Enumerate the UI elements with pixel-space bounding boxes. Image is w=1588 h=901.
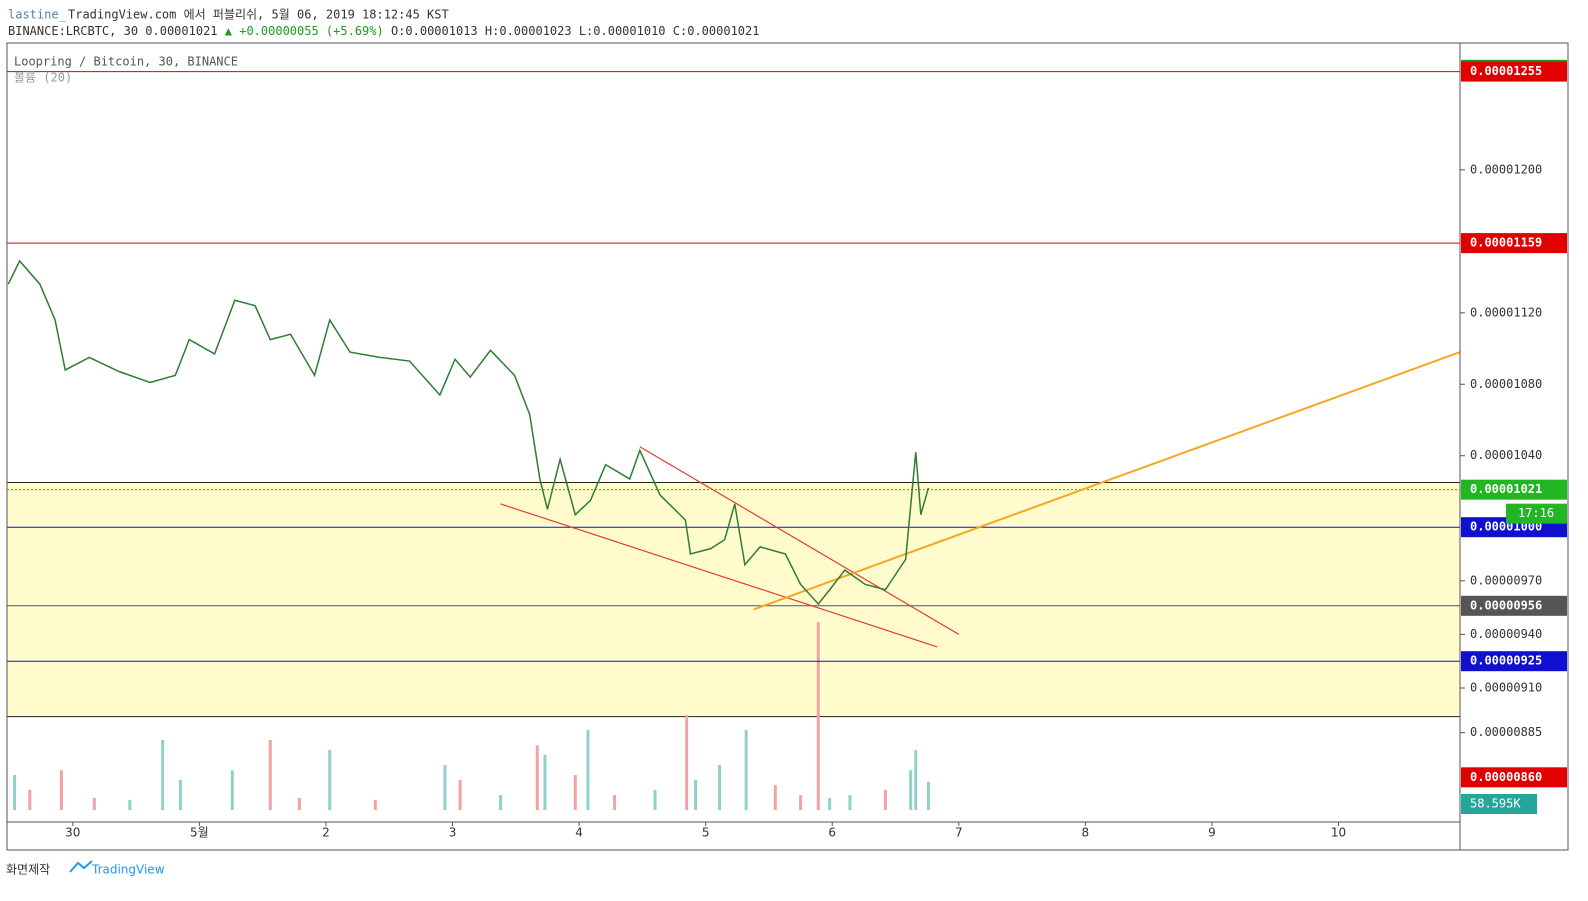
y-tick-label: 0.00001120: [1470, 305, 1542, 319]
volume-bar: [694, 779, 698, 810]
volume-bar: [161, 740, 165, 810]
y-tick-label: 0.00000910: [1470, 680, 1542, 694]
volume-bar: [909, 770, 913, 810]
frame: [6, 42, 1569, 851]
volume-bar: [59, 770, 63, 810]
volume-bar: [586, 729, 590, 810]
volume-bar: [297, 798, 301, 810]
volume-bar: [128, 799, 132, 810]
y-tick-label: 0.00000885: [1470, 725, 1542, 739]
volume-bar: [773, 785, 777, 810]
price-line: [7, 259, 930, 606]
volume-bar: [828, 798, 832, 810]
y-tick-label: 0.00001080: [1470, 377, 1542, 391]
volume-bar: [926, 781, 930, 810]
trendline: [753, 351, 1461, 611]
symbol-line: BINANCE:LRCBTC, 30 0.00001021 ▲ +0.00000…: [8, 24, 759, 38]
level-label: 0.00001255: [1470, 64, 1542, 78]
y-tick-label: 0.00001040: [1470, 448, 1542, 462]
countdown-badge: [1506, 503, 1567, 524]
author: lastine_: [8, 8, 67, 22]
volume-bar: [28, 789, 32, 810]
logo: [69, 860, 93, 873]
x-tick-label: 5: [702, 826, 710, 840]
volume-bar: [535, 745, 539, 810]
level-badge: [1461, 595, 1567, 616]
volume-bar: [685, 715, 689, 810]
published: TradingView.com 에서 퍼블리쉬, 5월 06, 2019 18:…: [68, 8, 449, 22]
low: L:0.00001010: [579, 24, 666, 38]
level-badge: [1461, 767, 1567, 788]
last: 0.00001021: [145, 24, 217, 38]
trendline: [500, 503, 938, 648]
level-label: 0.00000956: [1470, 598, 1542, 612]
footer-brand: TradingView: [91, 863, 165, 877]
volume-bar: [744, 729, 748, 810]
volume-bar: [458, 779, 462, 810]
volume-label: 58.595K: [1470, 797, 1521, 811]
volume-bar: [443, 764, 447, 810]
level-label: 0.00000925: [1470, 654, 1542, 668]
volume-bar: [499, 795, 503, 810]
x-tick-label: 10: [1331, 826, 1346, 840]
volume-bar: [799, 795, 803, 810]
x-tick-label: 9: [1208, 826, 1216, 840]
x-tick-label: 5월: [190, 826, 209, 840]
pane-title: Loopring / Bitcoin, 30, BINANCE: [14, 55, 238, 69]
x-tick-label: 30: [65, 826, 80, 840]
footer-caption: 화면제작: [6, 863, 50, 877]
volume-bar: [883, 789, 887, 810]
level-label: 0.00001159: [1470, 236, 1542, 250]
level-badge: [1461, 651, 1567, 672]
volume-bar: [613, 795, 617, 810]
close: C:0.00001021: [673, 24, 760, 38]
x-tick-label: 2: [322, 826, 330, 840]
countdown: 17:16: [1518, 506, 1554, 520]
volume-bar: [543, 754, 547, 810]
y-tick-label: 0.00001200: [1470, 162, 1542, 176]
volume-bar: [178, 779, 182, 810]
x-tick-label: 8: [1082, 826, 1090, 840]
x-tick-label: 6: [828, 826, 836, 840]
volume-bar: [914, 750, 918, 810]
symbol: BINANCE:LRCBTC, 30: [8, 24, 138, 38]
level-badge: [1461, 479, 1567, 500]
volume-bar: [718, 764, 722, 810]
x-tick-label: 4: [575, 826, 583, 840]
volume-bar: [573, 775, 577, 810]
volume-bar: [13, 775, 17, 810]
trendline: [639, 446, 960, 635]
volume-bar: [230, 770, 234, 810]
volume-bar: [328, 750, 332, 810]
change: ▲ +0.00000055 (+5.69%): [225, 24, 384, 38]
high: H:0.00001023: [485, 24, 572, 38]
x-tick-label: 3: [449, 826, 457, 840]
volume-title: 볼륨 (20): [14, 71, 72, 85]
volume-bar: [373, 799, 377, 810]
y-tick-label: 0.00000970: [1470, 573, 1542, 587]
volume-badge: [1461, 794, 1537, 814]
volume-bar: [92, 798, 96, 810]
open: O:0.00001013: [391, 24, 478, 38]
x-tick-label: 7: [955, 826, 963, 840]
volume-bar: [268, 740, 272, 810]
volume-bar: [653, 789, 657, 810]
zone: [7, 482, 1460, 717]
level-label: 0.00001021: [1470, 482, 1542, 496]
volume-bar: [848, 795, 852, 810]
level-label: 0.00000860: [1470, 770, 1542, 784]
y-tick-label: 0.00000940: [1470, 627, 1542, 641]
volume-bar: [816, 622, 820, 810]
level-badge: [1461, 61, 1567, 82]
level-badge: [1461, 233, 1567, 254]
